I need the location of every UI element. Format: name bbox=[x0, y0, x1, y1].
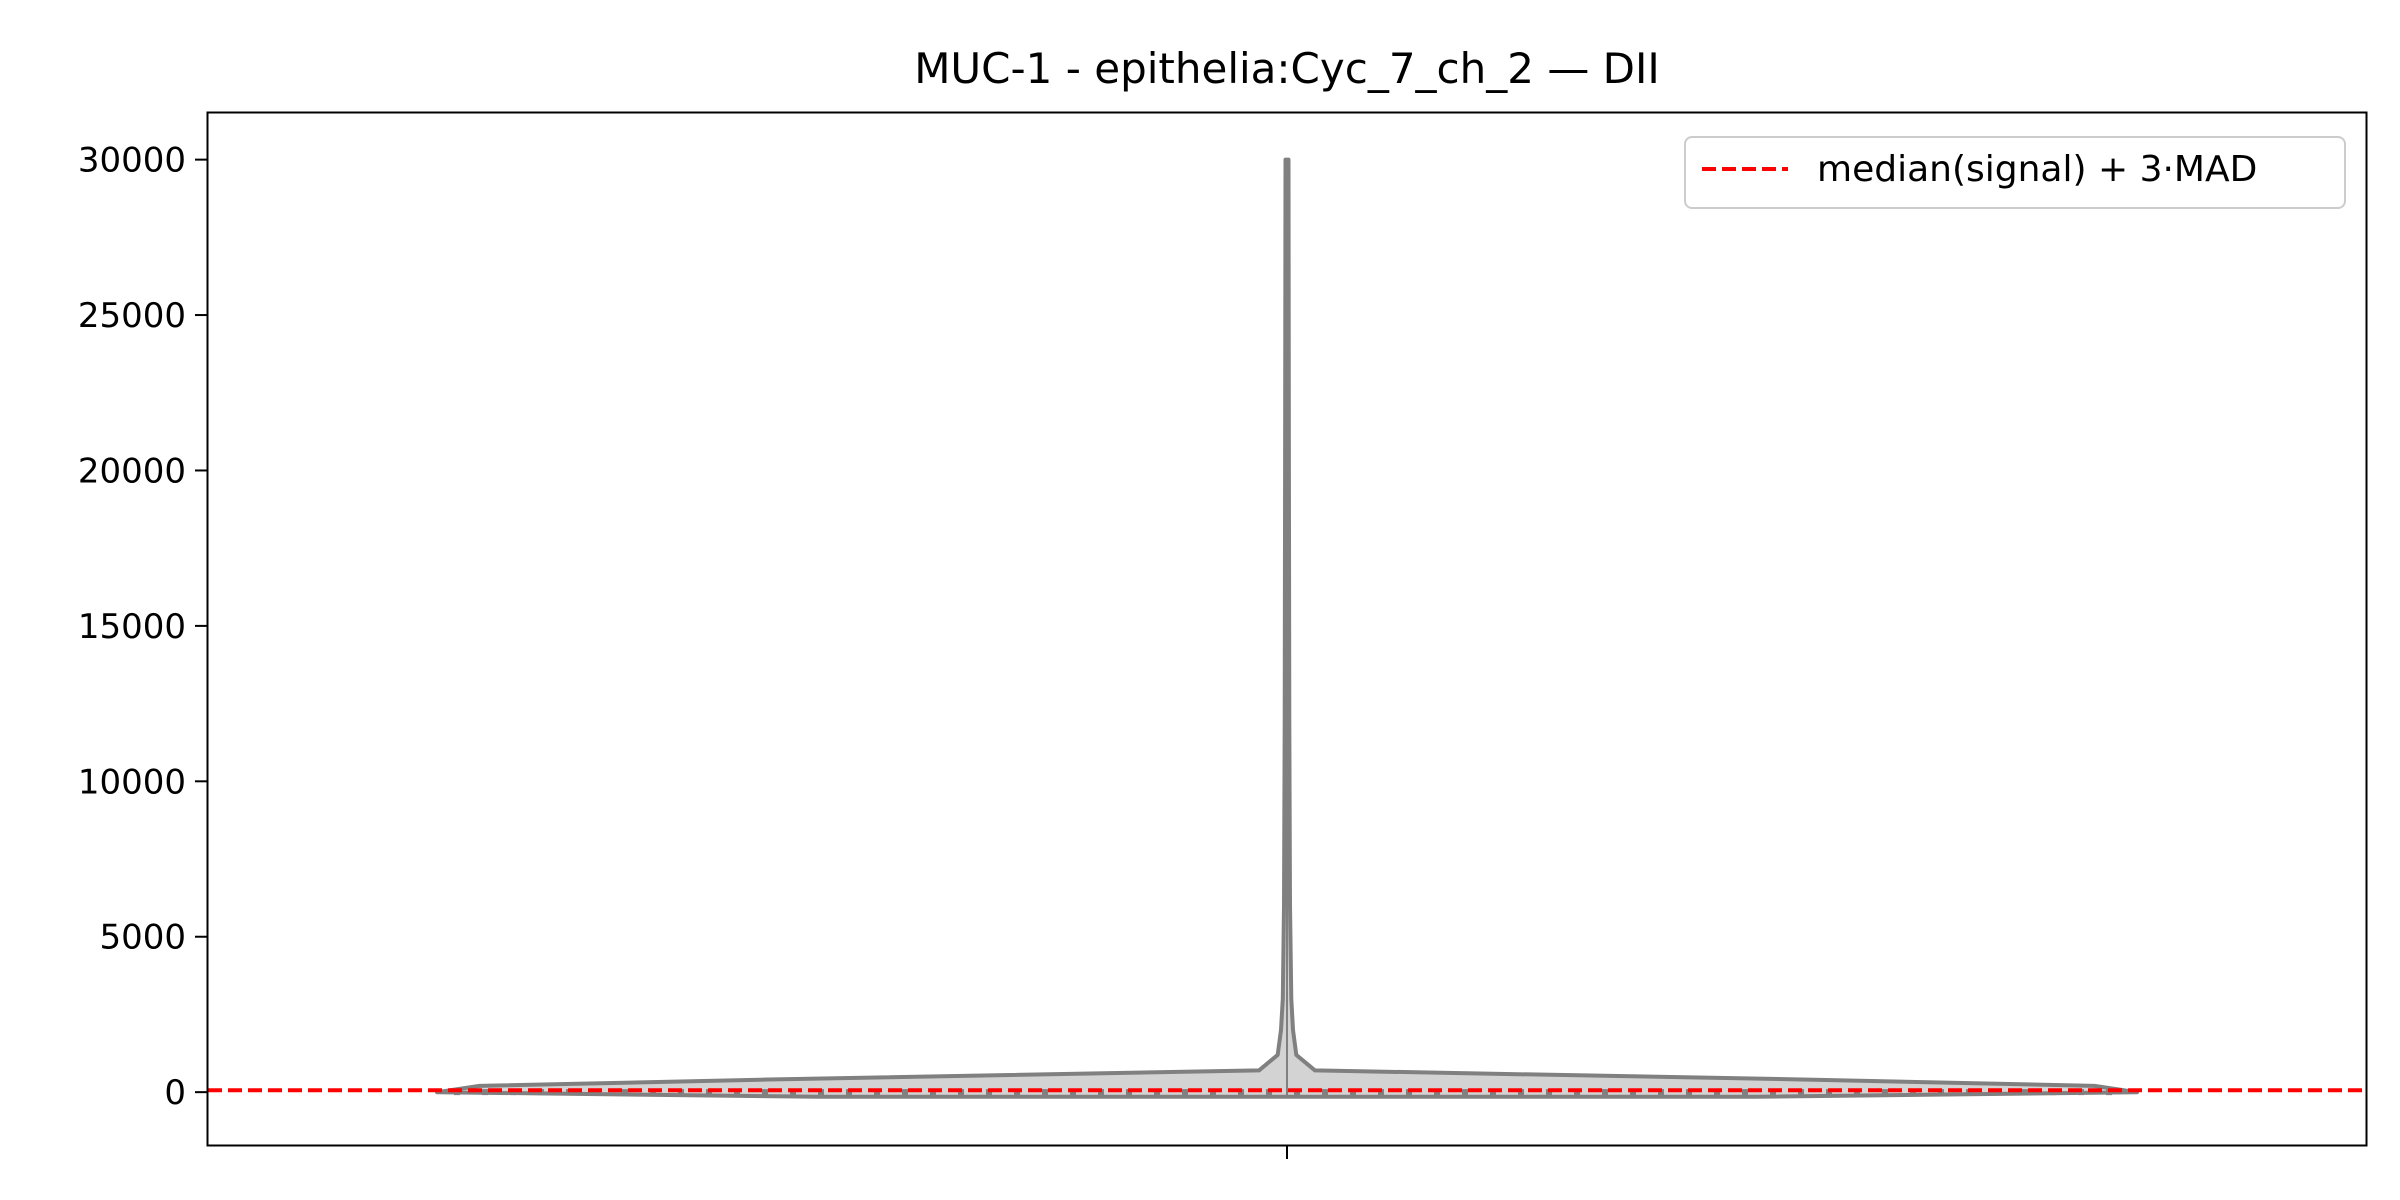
legend: median(signal) + 3·MAD bbox=[1684, 136, 2346, 209]
legend-box bbox=[1684, 136, 2346, 209]
y-tick-label: 20000 bbox=[78, 451, 186, 491]
chart-title: MUC-1 - epithelia:Cyc_7_ch_2 — DII bbox=[914, 44, 1660, 93]
y-tick-label: 5000 bbox=[99, 918, 186, 958]
axes-frame bbox=[206, 111, 2368, 1147]
y-tick-label: 15000 bbox=[78, 607, 186, 647]
y-tick-label: 25000 bbox=[78, 296, 186, 336]
y-tick-label: 10000 bbox=[78, 762, 186, 802]
plot-area bbox=[208, 157, 2366, 1099]
y-axis: 0 5000 10000 15000 20000 25000 30000 bbox=[78, 141, 208, 1113]
y-tick-label: 0 bbox=[164, 1073, 186, 1113]
legend-threshold-label: median(signal) + 3·MAD bbox=[1817, 149, 2257, 190]
y-tick-label: 30000 bbox=[78, 141, 186, 181]
